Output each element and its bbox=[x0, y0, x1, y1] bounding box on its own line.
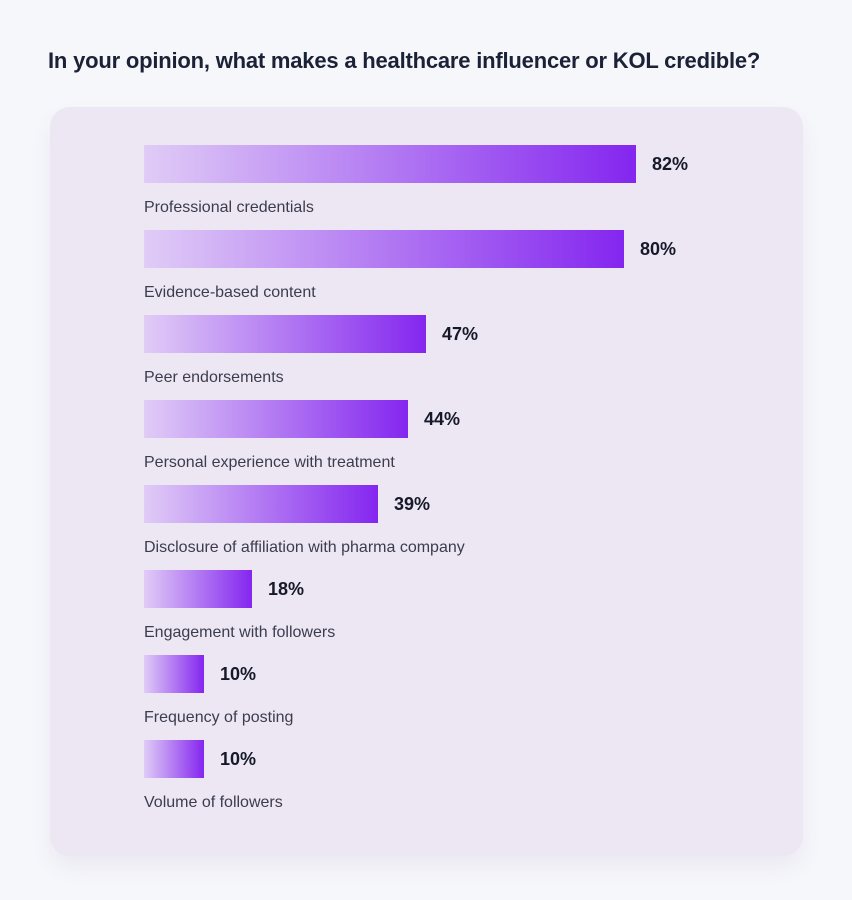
bar bbox=[144, 485, 378, 523]
bar-category-label: Professional credentials bbox=[144, 199, 314, 216]
bar-value-label: 39% bbox=[394, 493, 431, 514]
bar-category-label: Engagement with followers bbox=[144, 624, 336, 641]
bar-value-label: 18% bbox=[268, 578, 305, 599]
bar-chart: 82% Professional credentials 80% Evidence-b… bbox=[144, 145, 763, 825]
page-title: In your opinion, what makes a healthcare… bbox=[48, 48, 761, 73]
bar-value-label: 10% bbox=[220, 748, 257, 769]
bar-line: 39% bbox=[144, 485, 763, 523]
bar-category-label: Disclosure of affiliation with pharma co… bbox=[144, 539, 465, 556]
bar-row: 47% Peer endorsements bbox=[144, 315, 763, 400]
bar-line: 44% bbox=[144, 400, 763, 438]
bar-line: 18% bbox=[144, 570, 763, 608]
bar bbox=[144, 655, 204, 693]
bar-category-label: Frequency of posting bbox=[144, 709, 294, 726]
bar-category-label: Evidence-based content bbox=[144, 284, 316, 301]
bar-row: 10% Frequency of posting bbox=[144, 655, 763, 740]
bar bbox=[144, 570, 252, 608]
bar-category-label: Personal experience with treatment bbox=[144, 454, 395, 471]
bar-row: 10% Volume of followers bbox=[144, 740, 763, 825]
bar-value-label: 47% bbox=[442, 323, 479, 344]
bar-value-label: 44% bbox=[424, 408, 461, 429]
bar-category-label: Volume of followers bbox=[144, 794, 283, 811]
bar bbox=[144, 400, 408, 438]
bar bbox=[144, 230, 624, 268]
chart-card: 82% Professional credentials 80% Evidence-b… bbox=[50, 107, 803, 856]
bar-line: 10% bbox=[144, 655, 763, 693]
bar bbox=[144, 740, 204, 778]
bar-line: 47% bbox=[144, 315, 763, 353]
bar-value-label: 10% bbox=[220, 663, 257, 684]
bar-row: 44% Personal experience with treatment bbox=[144, 400, 763, 485]
bar-value-label: 80% bbox=[640, 238, 677, 259]
bar-row: 80% Evidence-based content bbox=[144, 230, 763, 315]
bar bbox=[144, 145, 636, 183]
bar-category-label: Peer endorsements bbox=[144, 369, 284, 386]
bar-line: 10% bbox=[144, 740, 763, 778]
bar-row: 82% Professional credentials bbox=[144, 145, 763, 230]
bar-line: 80% bbox=[144, 230, 763, 268]
bar bbox=[144, 315, 426, 353]
bar-line: 82% bbox=[144, 145, 763, 183]
bar-value-label: 82% bbox=[652, 153, 689, 174]
bar-row: 18% Engagement with followers bbox=[144, 570, 763, 655]
bar-row: 39% Disclosure of affiliation with pharma… bbox=[144, 485, 763, 570]
